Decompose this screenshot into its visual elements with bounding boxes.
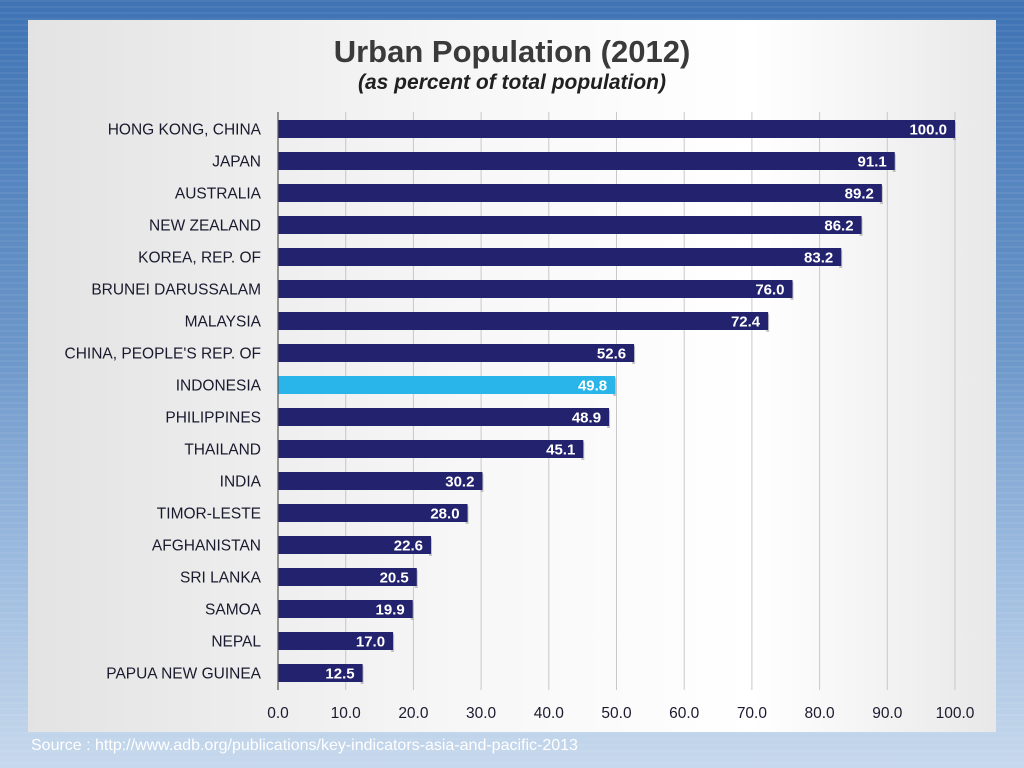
x-tick-label: 60.0: [669, 705, 700, 722]
x-tick-label: 50.0: [601, 705, 632, 722]
data-label: 28.0: [430, 506, 459, 523]
data-label: 20.5: [380, 570, 409, 587]
data-label: 100.0: [909, 122, 947, 139]
data-label: 52.6: [597, 346, 626, 363]
category-label: NEPAL: [211, 634, 261, 651]
category-label: CHINA, PEOPLE'S REP. OF: [65, 346, 261, 363]
data-label: 30.2: [445, 474, 474, 491]
x-tick-label: 70.0: [737, 705, 768, 722]
x-tick-label: 100.0: [936, 705, 975, 722]
x-tick-label: 30.0: [466, 705, 497, 722]
bar-samoa: [278, 600, 413, 618]
bar-india: [278, 472, 483, 490]
bar-malaysia: [278, 312, 769, 330]
data-label: 86.2: [824, 218, 853, 235]
gridlines: [345, 112, 956, 690]
data-label: 49.8: [578, 378, 607, 395]
category-label: INDIA: [220, 474, 262, 491]
bar-japan: [278, 152, 895, 170]
category-label: NEW ZEALAND: [149, 218, 261, 235]
data-label: 17.0: [356, 634, 385, 651]
category-label: PAPUA NEW GUINEA: [106, 666, 261, 683]
data-label: 45.1: [546, 442, 575, 459]
bar-china-people-s-rep-of: [278, 344, 635, 362]
category-label: BRUNEI DARUSSALAM: [91, 282, 261, 299]
source-note: Source : http://www.adb.org/publications…: [31, 737, 578, 754]
bar-thailand: [278, 440, 584, 458]
bar-hong-kong-china: [278, 120, 955, 138]
x-tick-label: 90.0: [872, 705, 903, 722]
data-label: 72.4: [731, 314, 761, 331]
bars: 100.0 91.1 89.2 86.2 83.2 76.0 72.4 52.6 49.8 48.…: [278, 120, 956, 684]
category-label: SAMOA: [205, 602, 262, 619]
category-label: HONG KONG, CHINA: [108, 122, 262, 139]
x-tick-label: 10.0: [331, 705, 362, 722]
category-label: AFGHANISTAN: [152, 538, 261, 555]
data-label: 83.2: [804, 250, 833, 267]
bar-papua-new-guinea: [278, 664, 363, 682]
bar-afghanistan: [278, 536, 432, 554]
x-tick-label: 0.0: [267, 705, 289, 722]
bar-philippines: [278, 408, 610, 426]
category-label: AUSTRALIA: [175, 186, 262, 203]
bar-timor-leste: [278, 504, 468, 522]
x-tick-label: 40.0: [534, 705, 565, 722]
bar-korea-rep-of: [278, 248, 842, 266]
x-tick-labels: 0.0 10.0 20.0 30.0 40.0 50.0 60.0 70.0 80.0 90.0 1…: [267, 705, 975, 722]
data-label: 48.9: [572, 410, 601, 427]
data-label: 76.0: [755, 282, 784, 299]
data-label: 89.2: [845, 186, 874, 203]
category-label: INDONESIA: [176, 378, 262, 395]
data-label: 12.5: [325, 666, 354, 683]
bar-australia: [278, 184, 882, 202]
chart-subtitle: (as percent of total population): [358, 71, 666, 94]
data-label: 91.1: [858, 154, 887, 171]
data-label: 19.9: [376, 602, 405, 619]
data-label: 22.6: [394, 538, 423, 555]
category-label: THAILAND: [184, 442, 261, 459]
category-label: TIMOR-LESTE: [157, 506, 261, 523]
x-tick-label: 80.0: [805, 705, 836, 722]
bar-brunei-darussalam: [278, 280, 793, 298]
x-tick-label: 20.0: [398, 705, 429, 722]
category-label: PHILIPPINES: [165, 410, 261, 427]
category-label: JAPAN: [212, 154, 261, 171]
bar-sri-lanka: [278, 568, 417, 586]
bar-nepal: [278, 632, 394, 650]
chart-title: Urban Population (2012): [333, 34, 691, 69]
category-label: MALAYSIA: [185, 314, 262, 331]
bar-indonesia: [278, 376, 616, 394]
category-labels: HONG KONG, CHINA JAPAN AUSTRALIA NEW ZEALAN…: [65, 122, 262, 683]
category-label: KOREA, REP. OF: [138, 250, 261, 267]
category-label: SRI LANKA: [180, 570, 262, 587]
bar-new-zealand: [278, 216, 862, 234]
